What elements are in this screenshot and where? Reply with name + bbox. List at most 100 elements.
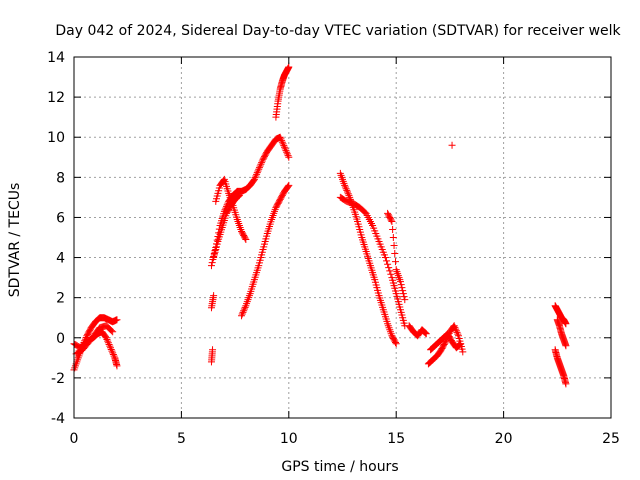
data-point	[390, 242, 398, 250]
data-point	[421, 328, 429, 336]
data-point	[110, 352, 118, 360]
series-arc-5b	[336, 193, 409, 330]
series-arc-7a	[551, 302, 570, 328]
data-point	[343, 186, 351, 194]
data-point	[278, 137, 286, 145]
data-point	[242, 236, 250, 244]
data-point	[252, 172, 260, 180]
data-point	[104, 337, 112, 345]
series-arc-5a	[336, 169, 400, 348]
data-point	[388, 217, 396, 225]
data-point	[285, 63, 293, 71]
data-point	[442, 338, 450, 346]
data-point	[422, 330, 430, 338]
y-tick-label: 4	[56, 251, 65, 267]
data-point	[341, 183, 349, 191]
data-point	[399, 290, 407, 298]
data-point	[457, 340, 465, 348]
data-point	[400, 293, 408, 301]
data-point	[397, 281, 405, 289]
data-point	[113, 316, 121, 324]
data-point	[258, 159, 266, 167]
data-point	[253, 169, 261, 177]
data-point	[276, 133, 284, 141]
data-point	[103, 335, 111, 343]
data-point	[107, 344, 115, 352]
data-point	[279, 140, 287, 148]
data-point	[389, 234, 397, 241]
data-point	[391, 250, 399, 258]
data-point	[104, 339, 112, 347]
data-point	[285, 153, 293, 161]
data-point	[254, 167, 262, 175]
x-axis: 0 5 10 15 20 25	[70, 57, 620, 447]
series-arc-7b	[551, 346, 570, 388]
y-tick-label: 2	[56, 291, 65, 307]
data-point	[389, 225, 397, 233]
data-point	[399, 287, 407, 295]
data-point	[209, 346, 217, 354]
data-point	[459, 348, 467, 356]
data-point	[95, 325, 103, 333]
y-axis: -4 -2 0 2 4 6 8 10 12 14	[47, 50, 611, 427]
y-axis-label: SDTVAR / TECUs	[7, 183, 23, 298]
data-point	[210, 292, 218, 300]
data-point	[384, 260, 392, 268]
series-arc-6b	[427, 330, 465, 354]
data-point	[257, 160, 265, 168]
data-point	[391, 338, 399, 346]
data-point	[284, 182, 292, 190]
data-point	[281, 143, 289, 151]
data-point	[240, 305, 248, 313]
data-point	[448, 141, 456, 149]
series-arc-4	[272, 63, 293, 121]
data-point	[239, 308, 247, 316]
data-point	[106, 342, 114, 350]
data-point	[383, 257, 391, 265]
data-point	[342, 185, 350, 193]
data-point	[344, 188, 352, 196]
plot-frame	[73, 56, 612, 419]
x-tick-label: 5	[177, 431, 186, 447]
data-point	[450, 322, 458, 330]
data-point	[234, 193, 242, 201]
data-point	[452, 327, 460, 335]
data-point	[281, 145, 289, 153]
data-point	[283, 148, 291, 156]
data-point	[401, 296, 409, 304]
series-arc-1c	[72, 322, 117, 358]
data-point	[341, 181, 349, 189]
y-tick-label: 12	[47, 90, 65, 106]
data-point	[238, 310, 246, 318]
series-arc-7c	[553, 316, 570, 350]
y-tick-label: -2	[51, 371, 65, 387]
y-tick-label: 0	[56, 331, 65, 347]
data-point	[385, 264, 393, 272]
data-point	[109, 349, 117, 357]
data-point	[387, 270, 395, 278]
data-point	[456, 340, 464, 348]
data-point	[562, 320, 570, 328]
data-point	[109, 350, 117, 358]
data-point	[562, 342, 570, 350]
series-arc-2c	[210, 191, 243, 262]
series-outlier	[448, 141, 456, 149]
y-tick-label: -4	[51, 411, 65, 427]
series-arc-2d	[207, 292, 218, 312]
data-point	[283, 150, 291, 158]
data-point	[108, 347, 116, 355]
data-point	[105, 340, 113, 348]
data-point	[396, 278, 404, 286]
data-point	[278, 138, 286, 146]
series-arc-3	[238, 181, 293, 320]
data-point	[109, 328, 117, 336]
data-point	[453, 328, 461, 336]
data-point	[108, 327, 116, 335]
data-point	[282, 147, 290, 155]
data-point	[562, 380, 570, 388]
data-point	[284, 152, 292, 160]
chart-title: Day 042 of 2024, Sidereal Day-to-day VTE…	[55, 23, 621, 39]
data-point	[102, 334, 110, 342]
data-point	[454, 330, 462, 338]
